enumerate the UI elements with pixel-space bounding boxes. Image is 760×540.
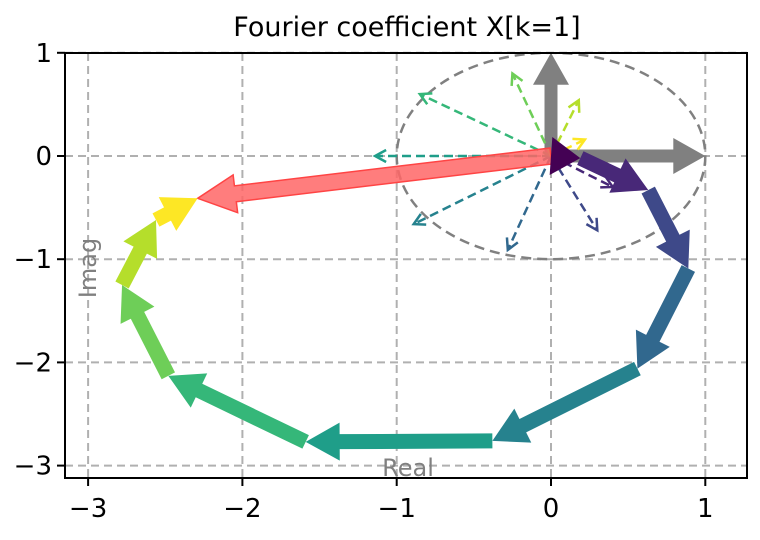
term-vector <box>413 154 552 226</box>
cumulative-arrow <box>492 361 641 443</box>
x-tick-label: −2 <box>223 494 261 524</box>
chart-title: Fourier coefficient X[k=1] <box>233 12 580 43</box>
y-axis-label: Imag <box>74 238 102 298</box>
cumulative-arrow <box>152 197 198 231</box>
term-vector <box>506 155 553 251</box>
cumulative-arrow <box>305 422 493 461</box>
cumulative-arrow <box>120 285 176 380</box>
term-vector-head <box>372 148 387 164</box>
grid-lines <box>65 51 747 478</box>
y-tick-label: −2 <box>14 348 52 378</box>
plot-area <box>115 53 707 461</box>
cumulative-arrow <box>635 265 696 369</box>
axes-frame <box>64 52 748 479</box>
x-tick-label: −1 <box>378 494 416 524</box>
term-vector-head <box>510 71 524 87</box>
y-tick-label: −1 <box>14 245 52 275</box>
term-vector-head <box>505 237 519 253</box>
term-vector <box>550 154 614 189</box>
cumulative-arrow <box>168 373 309 449</box>
y-tick-label: 0 <box>35 142 52 172</box>
cumulative-arrow <box>577 151 649 193</box>
term-vector-head <box>567 97 581 113</box>
term-vector-head <box>417 92 433 105</box>
x-tick-label: −3 <box>69 494 107 524</box>
y-tick-label: 1 <box>35 39 52 69</box>
term-vector-head <box>411 213 427 226</box>
term-vector-head <box>585 217 599 233</box>
axis-arrow <box>551 138 706 174</box>
x-axis-label: Real <box>382 454 434 482</box>
tick-marks: −3 −2 −1 0 1 1 0 −1 −2 −3 <box>14 39 714 524</box>
term-vector <box>419 92 552 158</box>
term-vector <box>511 72 553 157</box>
sum-arrow <box>195 147 553 214</box>
x-tick-label: 1 <box>697 494 714 524</box>
axis-arrow <box>533 53 569 156</box>
term-vector-head <box>572 137 588 151</box>
cumulative-arrow <box>641 186 690 269</box>
x-tick-label: 0 <box>543 494 560 524</box>
term-vector <box>549 99 580 157</box>
cumulative-arrow <box>549 137 581 175</box>
cumulative-arrow <box>115 219 158 289</box>
y-tick-label: −3 <box>14 452 52 482</box>
